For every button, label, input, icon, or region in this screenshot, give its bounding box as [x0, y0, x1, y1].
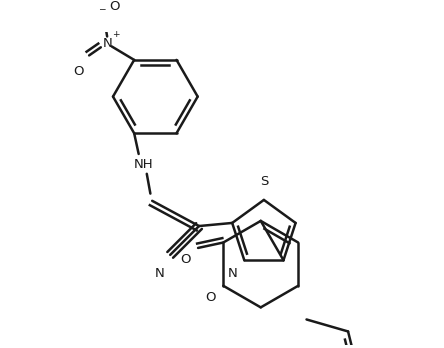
Text: O: O: [73, 65, 83, 78]
Text: O: O: [206, 291, 216, 304]
Text: +: +: [112, 30, 120, 39]
Text: N: N: [227, 267, 237, 280]
Text: −: −: [98, 4, 105, 13]
Text: O: O: [180, 253, 191, 266]
Text: N: N: [102, 37, 112, 50]
Text: N: N: [155, 268, 164, 280]
Text: NH: NH: [133, 158, 153, 171]
Text: O: O: [109, 0, 119, 13]
Text: S: S: [260, 175, 268, 188]
